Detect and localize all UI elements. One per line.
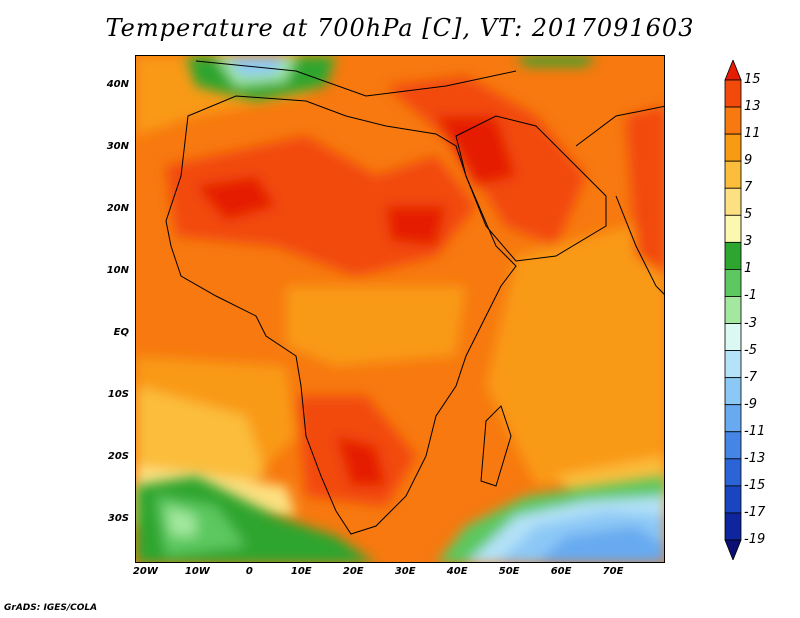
colorbar-segment bbox=[724, 160, 742, 189]
colorbar-segment bbox=[724, 323, 742, 351]
colorbar-label: -9 bbox=[744, 396, 757, 412]
colorbar bbox=[724, 60, 742, 560]
colorbar-segment bbox=[724, 79, 742, 108]
x-axis-label: 10E bbox=[290, 566, 312, 577]
madagascar-coastline bbox=[480, 405, 512, 487]
persia-coastline bbox=[575, 105, 664, 147]
colorbar-label: -17 bbox=[744, 504, 766, 520]
colorbar-segment bbox=[724, 296, 742, 324]
x-axis-label: 30E bbox=[394, 566, 416, 577]
y-axis-label: 30S bbox=[107, 512, 129, 524]
colorbar-label: 13 bbox=[744, 99, 761, 115]
colorbar-label: 15 bbox=[744, 72, 761, 87]
x-axis-label: 10W bbox=[184, 566, 210, 577]
mediterranean-coastline bbox=[195, 60, 517, 97]
colorbar-segment bbox=[724, 269, 742, 297]
colorbar-top-arrow bbox=[724, 60, 742, 81]
coastlines bbox=[165, 60, 664, 535]
colorbar-label: -5 bbox=[744, 342, 757, 358]
y-axis-label: 20S bbox=[107, 450, 129, 462]
y-axis-label: 10N bbox=[106, 264, 129, 276]
colorbar-label: 9 bbox=[744, 153, 753, 169]
india-coastline bbox=[615, 195, 664, 295]
colorbar-segment bbox=[724, 350, 742, 379]
x-axis-label: 50E bbox=[498, 566, 520, 577]
x-axis-label: 20W bbox=[132, 566, 158, 577]
y-axis-label: 10S bbox=[107, 388, 129, 400]
x-axis-label: 40E bbox=[446, 566, 468, 577]
colorbar-label: 5 bbox=[744, 207, 753, 223]
colorbar-segment bbox=[724, 485, 742, 514]
x-axis-label: 70E bbox=[602, 566, 624, 577]
colorbar-segment bbox=[724, 377, 742, 406]
colorbar-segment bbox=[724, 404, 742, 433]
temperature-map bbox=[135, 55, 665, 563]
colorbar-segment bbox=[724, 133, 742, 162]
arabia-coastline bbox=[455, 115, 607, 262]
colorbar-label: -3 bbox=[744, 315, 757, 331]
x-axis-label: 20E bbox=[342, 566, 364, 577]
y-axis-label: 30N bbox=[106, 140, 129, 152]
colorbar-label: -11 bbox=[744, 423, 766, 439]
x-axis-label: 60E bbox=[550, 566, 572, 577]
colorbar-label: -13 bbox=[744, 450, 766, 466]
chart-title: Temperature at 700hPa [C], VT: 201709160… bbox=[105, 14, 695, 42]
y-axis-label: 20N bbox=[106, 202, 129, 214]
colorbar-segment bbox=[724, 512, 742, 541]
colorbar-label: 11 bbox=[744, 126, 761, 142]
colorbar-segment bbox=[724, 241, 742, 270]
y-axis-label: 40N bbox=[106, 78, 129, 90]
cold-regions bbox=[136, 56, 664, 562]
credit-text: GrADS: IGES/COLA bbox=[4, 603, 98, 613]
colorbar-label: -1 bbox=[744, 288, 757, 304]
colorbar-segment bbox=[724, 187, 742, 216]
x-axis-label: 0 bbox=[245, 566, 253, 577]
colorbar-segment bbox=[724, 214, 742, 243]
y-axis-label: EQ bbox=[113, 326, 129, 338]
colorbar-label: -15 bbox=[744, 477, 766, 493]
colorbar-label: -19 bbox=[744, 532, 766, 547]
colorbar-label: 3 bbox=[744, 234, 753, 250]
colorbar-segment bbox=[724, 106, 742, 135]
colorbar-label: -7 bbox=[744, 369, 757, 385]
colorbar-label: 7 bbox=[744, 180, 753, 196]
colorbar-bottom-arrow bbox=[724, 539, 742, 560]
colorbar-label: 1 bbox=[744, 261, 753, 277]
map-canvas bbox=[136, 56, 664, 562]
colorbar-segment bbox=[724, 431, 742, 460]
colorbar-segment bbox=[724, 458, 742, 487]
africa-coastline bbox=[165, 95, 517, 535]
